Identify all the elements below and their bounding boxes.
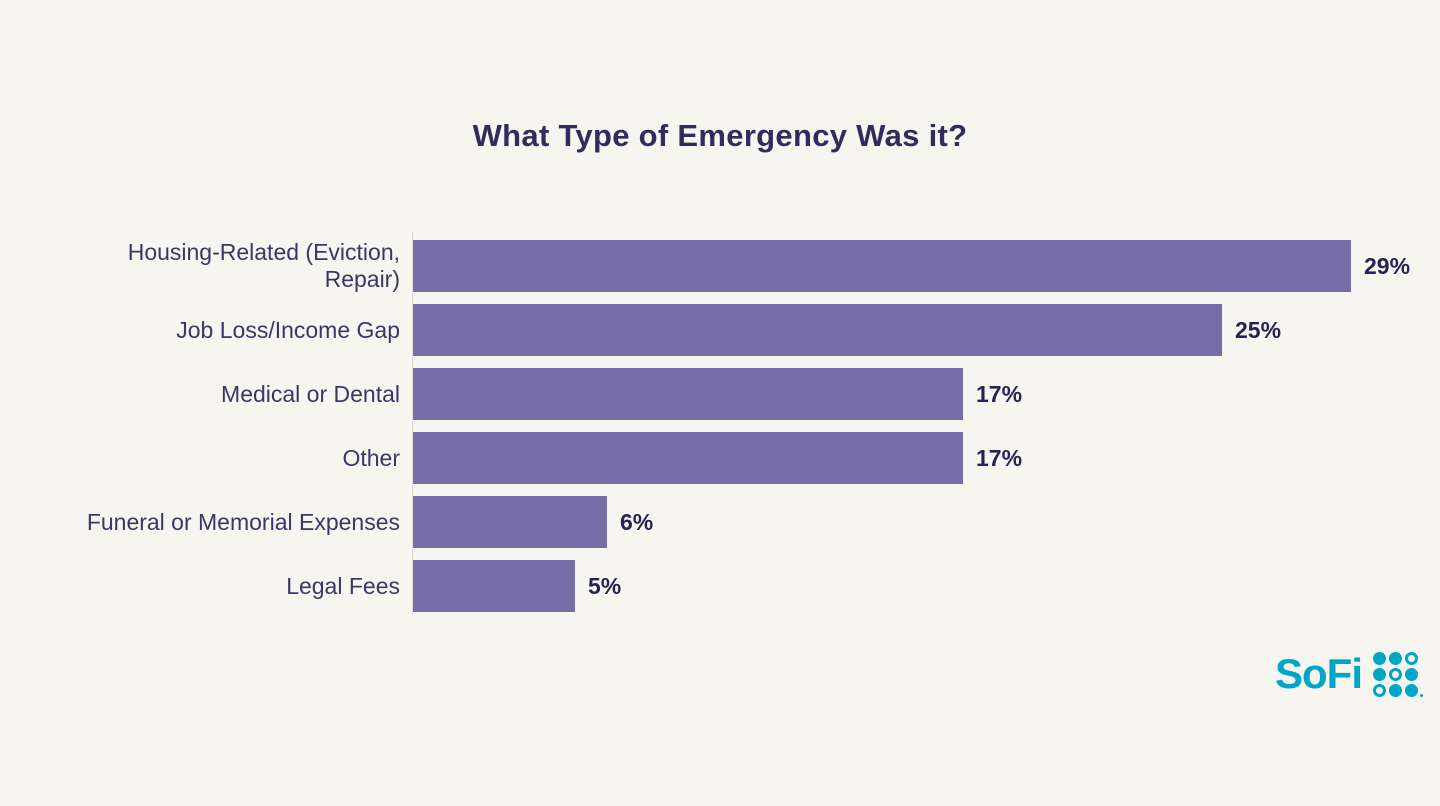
sofi-dots-icon [1373,651,1423,697]
category-label: Job Loss/Income Gap [176,316,400,343]
category-label: Medical or Dental [221,380,400,407]
bar-rows: Housing-Related (Eviction, Repair) 29% Job… [0,234,1440,618]
value-label: 5% [588,572,622,599]
bar [413,560,575,612]
value-label: 25% [1235,316,1282,343]
value-label: 17% [976,380,1023,407]
bar [413,304,1222,356]
value-label: 29% [1364,252,1411,279]
logo-dot-ring [1405,651,1418,665]
logo-dot-filled [1373,667,1386,681]
bar [413,496,607,548]
chart-title: What Type of Emergency Was it? [472,118,968,153]
category-label: Other [342,444,400,471]
value-label: 6% [620,508,654,535]
logo-dot-ring [1373,683,1386,697]
bar-chart: Housing-Related (Eviction, Repair) 29% Job… [0,232,1440,618]
sofi-logo: SoFi [1275,650,1423,698]
y-axis-line [412,232,413,614]
bar-row: Medical or Dental 17% [0,362,1440,426]
category-label: Legal Fees [286,572,400,599]
bar [413,432,963,484]
sofi-wordmark: SoFi [1275,650,1363,697]
logo-dot-filled [1373,651,1386,665]
category-label: Housing-Related (Eviction, Repair) [127,239,400,292]
logo-dot-filled [1389,683,1402,697]
logo-dot-filled [1405,667,1418,681]
bar-row: Other 17% [0,426,1440,490]
bar-row: Funeral or Memorial Expenses 6% [0,490,1440,554]
logo-dot-filled [1405,683,1418,697]
value-label: 17% [976,444,1023,471]
logo-dot-filled [1389,651,1402,665]
bar-row: Housing-Related (Eviction, Repair) 29% [0,234,1440,298]
bar [413,368,963,420]
bar-row: Job Loss/Income Gap 25% [0,298,1440,362]
bar [413,240,1351,292]
category-label: Funeral or Memorial Expenses [86,508,400,535]
bar-row: Legal Fees 5% [0,554,1440,618]
logo-dot-ring [1389,667,1402,681]
